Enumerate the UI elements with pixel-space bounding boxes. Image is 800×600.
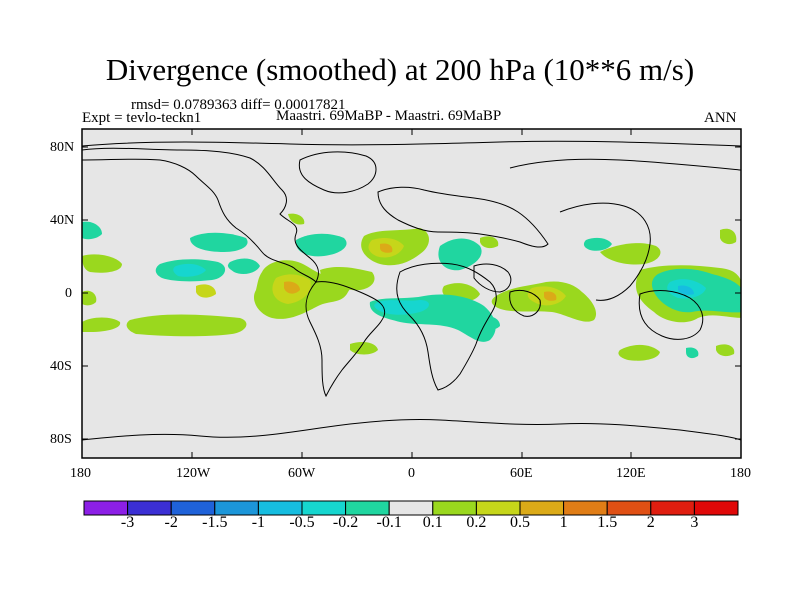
colorbar-box	[257, 500, 303, 516]
pos-core	[544, 291, 557, 301]
x-tick-label: 120W	[176, 466, 211, 481]
greenland-outline	[298, 151, 377, 194]
colorbar-box	[83, 500, 129, 516]
pos-region	[82, 254, 122, 273]
australia-outline	[638, 290, 704, 340]
pos-region	[720, 228, 737, 245]
colorbar-box	[214, 500, 259, 516]
neg-region	[583, 237, 612, 251]
colorbar-label: 1	[559, 514, 568, 531]
colorbar-box	[301, 500, 347, 516]
colorbar-label: -0.5	[289, 514, 315, 531]
colorbar-box	[388, 500, 434, 516]
pos-core	[196, 284, 216, 298]
colorbar-label: 1.5	[597, 514, 618, 531]
colorbar-box	[650, 500, 695, 516]
map-background	[82, 129, 741, 458]
x-tick-label: 180	[730, 466, 751, 481]
x-tick-label: 0	[408, 466, 415, 481]
neg-core	[374, 300, 429, 315]
y-tick-label: 40S	[50, 359, 72, 374]
colorbar-label: -3	[120, 514, 135, 531]
neg-region	[82, 221, 102, 240]
x-tick-label: 120E	[616, 466, 646, 481]
colorbar-box	[432, 500, 477, 516]
colorbar-box	[606, 500, 652, 516]
colorbar-box	[475, 500, 521, 516]
colorbar-label: 0.1	[422, 514, 443, 531]
pos-region	[320, 266, 375, 291]
neg-region	[295, 233, 347, 257]
colorbar-box	[563, 500, 608, 516]
comparison-label: Maastri. 69MaBP - Maastri. 69MaBP	[276, 108, 502, 124]
neg-region	[438, 238, 482, 271]
neg-region	[686, 347, 699, 359]
pos-core	[380, 243, 393, 253]
pos-region	[82, 290, 97, 306]
south-america-outline	[305, 281, 386, 398]
neg-region	[190, 232, 248, 252]
y-tick-label: 0	[65, 286, 72, 301]
colorbar-label: -1.5	[202, 514, 228, 531]
x-tick-label: 60E	[510, 466, 533, 481]
x-tick-label: 180	[70, 466, 91, 481]
y-tick-label: 40N	[50, 213, 75, 228]
neg-core	[173, 263, 206, 277]
expt-label: Expt = tevlo-teckn1	[82, 110, 202, 126]
pos-core	[284, 281, 300, 294]
colorbar-label: 0.5	[510, 514, 530, 531]
colorbar-label: -0.2	[332, 514, 359, 531]
asia-outline	[509, 158, 741, 301]
colorbar-box	[170, 500, 216, 516]
x-tick-label: 60W	[288, 466, 316, 481]
colorbar-label: -2	[164, 514, 178, 531]
pos-region	[480, 236, 499, 249]
divergence-field	[82, 213, 741, 361]
pos-region	[618, 344, 660, 361]
pos-region	[82, 317, 121, 332]
africa-outline	[396, 262, 497, 391]
colorbar-box	[127, 500, 172, 516]
chart-title: Divergence (smoothed) at 200 hPa (10**6 …	[105, 52, 695, 87]
season-label: ANN	[704, 110, 737, 126]
colorbar-label: -1	[251, 514, 266, 531]
pos-region	[600, 243, 661, 265]
europe-outline	[377, 186, 549, 248]
y-tick-label: 80N	[50, 140, 75, 155]
colorbar-box	[519, 500, 565, 516]
india-outline	[509, 289, 541, 317]
pos-region	[288, 213, 305, 225]
neg-core	[678, 285, 694, 295]
y-tick-label: 80S	[50, 432, 72, 447]
arabia-outline	[473, 263, 512, 293]
colorbar-box	[693, 500, 739, 516]
colorbar-label: -0.1	[376, 514, 402, 531]
neg-region	[480, 316, 500, 330]
colorbar-label: 0.2	[466, 514, 487, 531]
colorbar-box	[345, 500, 390, 516]
colorbar-label: 2	[646, 514, 655, 531]
arctic-coast-outline	[82, 140, 741, 147]
axis-ticks	[82, 129, 741, 458]
antarctica-outline	[82, 418, 741, 441]
colorbar-label: 3	[690, 514, 699, 531]
stats-label: rmsd= 0.0789363 diff= 0.00017821	[131, 97, 346, 113]
neg-region	[227, 258, 260, 274]
pos-region	[126, 314, 247, 337]
coastlines	[82, 140, 741, 441]
pos-region	[716, 344, 735, 357]
